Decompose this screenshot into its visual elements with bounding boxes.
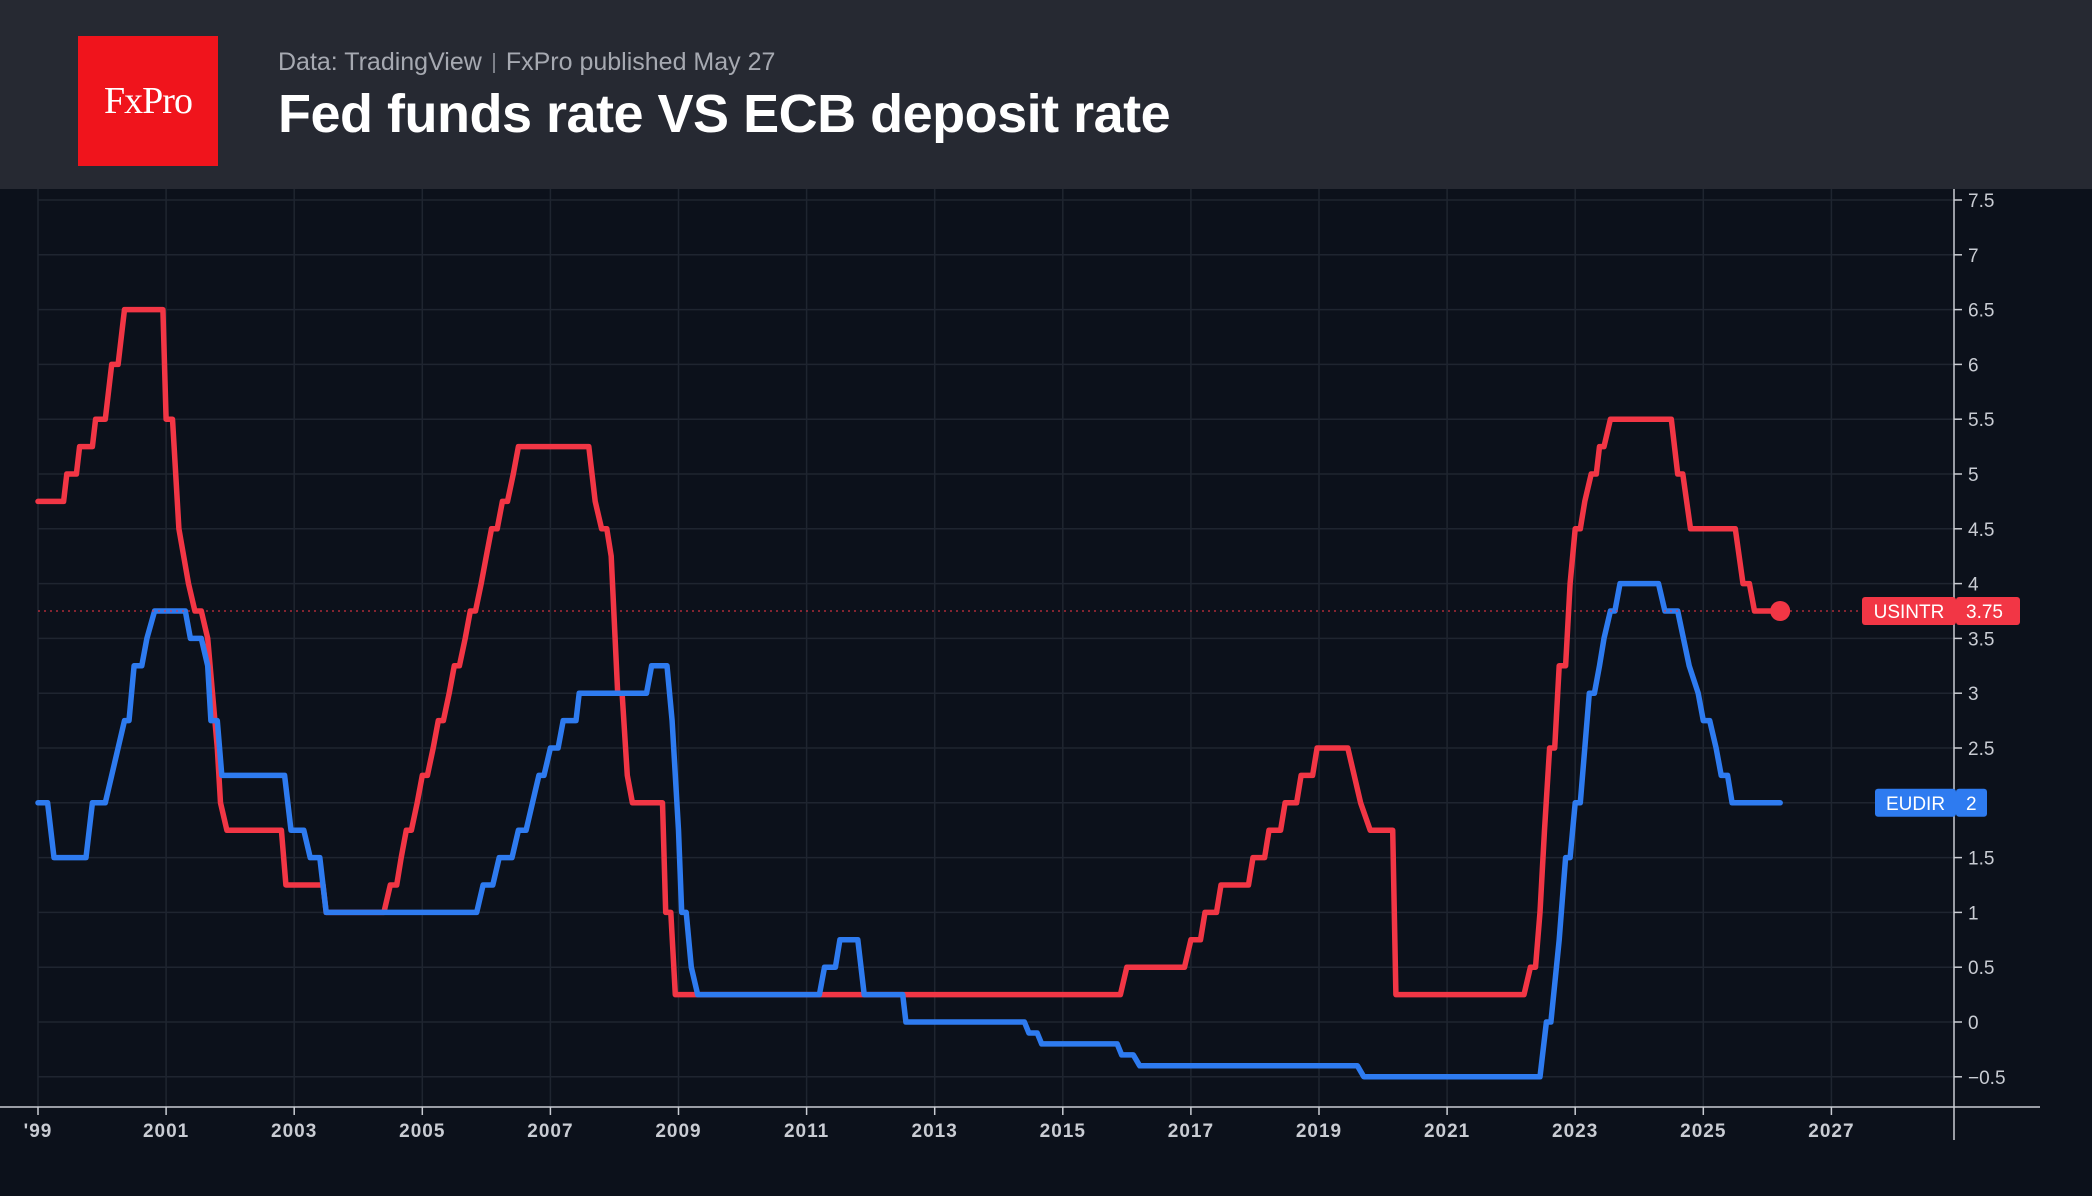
- source-line: Data: TradingView FxPro published May 27: [278, 48, 775, 77]
- y-tick-label: 0.5: [1968, 958, 1994, 979]
- x-tick-label: 2001: [143, 1121, 189, 1142]
- y-tick-label: 4.5: [1968, 520, 1994, 541]
- chart-title: Fed funds rate VS ECB deposit rate: [278, 84, 1171, 144]
- y-tick-label: 5.5: [1968, 410, 1994, 431]
- x-tick-label: 2007: [527, 1121, 573, 1142]
- y-tick-label: 7: [1968, 246, 1979, 267]
- y-tick-label: 4: [1968, 575, 1979, 596]
- series-name-tag-eudir: [1875, 788, 1956, 817]
- y-tick-label: 1: [1968, 903, 1979, 924]
- y-tick-label: 6: [1968, 355, 1979, 376]
- x-tick-label: 2011: [784, 1121, 829, 1142]
- data-source: Data: TradingView: [278, 48, 482, 76]
- x-tick-label: 2005: [399, 1121, 445, 1142]
- x-tick-label: 2009: [655, 1121, 701, 1142]
- header-bar: FxPro Data: TradingView FxPro published …: [0, 0, 2092, 189]
- x-tick-label: 2027: [1808, 1121, 1854, 1142]
- series-name-label: USINTR: [1874, 602, 1945, 623]
- y-tick-label: 2.5: [1968, 739, 1994, 760]
- gridlines: [37, 189, 1954, 1107]
- series-name-label: EUDIR: [1886, 794, 1945, 815]
- series-line-usintr: [35, 306, 1783, 998]
- series-value-tag-usintr: [1956, 597, 2020, 625]
- y-tick-label: 1.5: [1968, 849, 1994, 870]
- x-tick-label: 2003: [271, 1121, 317, 1142]
- y-tick-label: 7.5: [1968, 191, 1994, 212]
- series-value-label: 2: [1966, 794, 1977, 815]
- x-tick-label: 2025: [1680, 1121, 1726, 1142]
- x-tick-label: 2021: [1424, 1121, 1470, 1142]
- series-line-eudir: [35, 580, 1783, 1080]
- fxpro-logo: FxPro: [78, 36, 218, 166]
- x-tick-label: 2019: [1296, 1121, 1342, 1142]
- series-value-label: 3.75: [1966, 602, 2003, 623]
- published-date: FxPro published May 27: [505, 48, 776, 76]
- y-tick-label: 3: [1968, 684, 1979, 705]
- series-name-tag-usintr: [1862, 597, 1956, 625]
- y-tick-label: 6.5: [1968, 301, 1994, 322]
- usintr-last-point-marker: [1770, 601, 1791, 621]
- x-tick-label: '99: [24, 1121, 53, 1142]
- separator: [492, 52, 495, 73]
- x-tick-label: 2013: [912, 1121, 958, 1142]
- x-tick-label: 2023: [1552, 1121, 1598, 1142]
- y-tick-label: −0.5: [1968, 1068, 2006, 1089]
- y-tick-label: 3.5: [1968, 629, 1994, 650]
- y-tick-label: 5: [1968, 465, 1979, 486]
- x-tick-label: 2017: [1168, 1121, 1214, 1142]
- series-value-tag-eudir: [1956, 788, 1987, 817]
- y-tick-label: 0: [1968, 1013, 1979, 1034]
- x-tick-label: 2015: [1040, 1121, 1086, 1142]
